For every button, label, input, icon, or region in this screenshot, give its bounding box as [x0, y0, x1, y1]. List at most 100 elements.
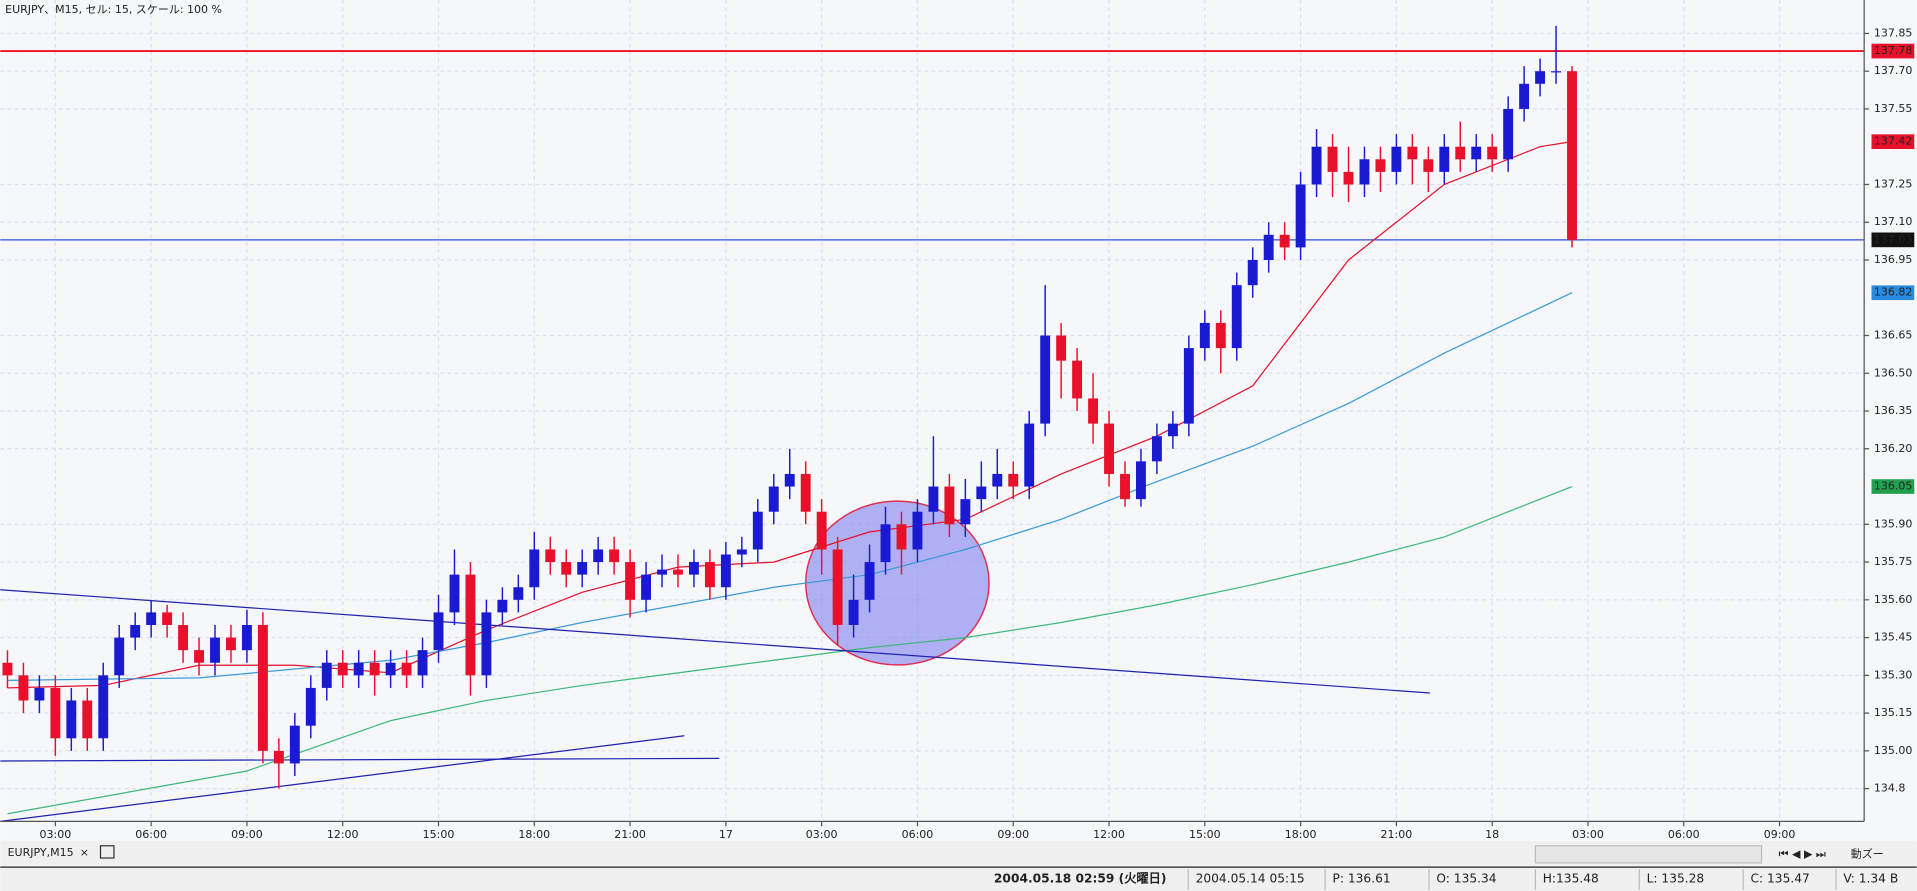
status-item: 2004.05.14 05:15 [1196, 871, 1305, 885]
x-tick-label: 15:00 [423, 828, 455, 841]
x-tick-label: 09:00 [997, 828, 1029, 841]
candle-body [545, 549, 556, 563]
candle-body [82, 700, 93, 739]
candle-body [114, 637, 125, 676]
candle-body [257, 624, 268, 751]
candle-body [1327, 146, 1338, 172]
candle-body [465, 574, 476, 676]
y-tick-label: 135.15 [1874, 706, 1913, 719]
status-item: O: 135.34 [1436, 871, 1496, 885]
x-tick-label: 03:00 [40, 828, 72, 841]
status-item: 2004.05.18 02:59 (火曜日) [994, 871, 1167, 885]
price-label-box [1871, 479, 1915, 494]
candle-body [832, 549, 843, 625]
x-tick-label: 09:00 [231, 828, 263, 841]
candle-body [1551, 71, 1561, 73]
y-tick-label: 135.60 [1874, 593, 1913, 606]
price-label-box [1871, 43, 1915, 59]
candle-body [417, 650, 428, 676]
tab-close[interactable]: × [80, 846, 89, 859]
candle-body [960, 499, 971, 525]
indicator-line [0, 735, 685, 822]
candle-body [800, 473, 811, 512]
status-item: C: 135.47 [1751, 871, 1810, 885]
candle-body [720, 554, 731, 588]
candle-body [1279, 234, 1290, 248]
tab-window-icon[interactable] [99, 845, 115, 859]
y-tick-label: 137.70 [1874, 64, 1913, 77]
candle-body [593, 549, 604, 563]
toolbar-label[interactable]: 動ズー [1851, 846, 1884, 860]
candle-body [1519, 83, 1530, 109]
candle-body [321, 662, 332, 688]
price-label: 137.03 [1874, 233, 1913, 246]
chart-tab[interactable]: EURJPY,M15 [8, 846, 74, 859]
x-tick-label: 12:00 [1093, 828, 1125, 841]
y-tick-label: 136.35 [1874, 404, 1913, 417]
nav-buttons[interactable]: ⏮ ◀ ▶ ⏭ [1779, 847, 1826, 860]
price-label-box [1871, 285, 1915, 301]
y-tick-label: 137.10 [1874, 215, 1913, 228]
axes: 137.85 137.70 137.55 137.25 137.10 136.95 136.… [40, 26, 1915, 841]
candle-body [1088, 398, 1099, 424]
candle-body [433, 612, 444, 651]
x-tick-label: 17 [719, 828, 733, 841]
candle-body [1311, 146, 1322, 185]
status-item: H:135.48 [1543, 871, 1599, 885]
x-tick-label: 03:00 [806, 828, 838, 841]
candle-body [305, 687, 316, 726]
candle-body [273, 750, 284, 764]
candle-body [736, 549, 747, 555]
y-tick-label: 134.8 [1874, 782, 1906, 795]
x-tick-label: 03:00 [1572, 828, 1604, 841]
candle-body [18, 675, 29, 701]
candle-body [1471, 146, 1482, 160]
candle-body [561, 562, 572, 575]
candle-body [641, 574, 652, 600]
candle-body [928, 486, 939, 512]
candle-body [1056, 335, 1067, 361]
indicator-line [0, 589, 1430, 694]
x-tick-label: 21:00 [1381, 828, 1413, 841]
candle-body [976, 486, 987, 500]
price-label-box [1871, 232, 1915, 248]
candle-body [896, 524, 907, 550]
candle-body [992, 473, 1003, 487]
price-label: 136.82 [1874, 286, 1913, 299]
candle-body [34, 687, 45, 701]
candle-body [130, 624, 141, 638]
candle-body [1040, 335, 1051, 424]
y-tick-label: 137.25 [1874, 177, 1913, 190]
candle-body [226, 637, 236, 651]
y-tick-label: 135.45 [1874, 631, 1913, 644]
candle-body [864, 562, 875, 600]
status-item: P: 136.61 [1333, 871, 1391, 885]
candle-body [353, 662, 364, 676]
candle-body [1104, 423, 1114, 474]
candle-body [768, 486, 779, 512]
candle-body [577, 562, 588, 575]
candle-body [1423, 159, 1434, 172]
candle-body [704, 562, 715, 588]
y-tick-label: 137.85 [1874, 26, 1913, 39]
candle-body [289, 725, 300, 764]
y-tick-label: 135.30 [1874, 668, 1913, 681]
scrollbar[interactable] [1534, 845, 1763, 864]
candle-body [784, 473, 795, 487]
candle-body [1183, 348, 1194, 424]
candle-body [369, 662, 380, 676]
price-label: 136.05 [1874, 480, 1913, 493]
x-tick-label: 15:00 [1189, 828, 1221, 841]
candle-body [848, 599, 859, 625]
candle-body [752, 511, 763, 550]
candle-body [1407, 146, 1418, 160]
candle-body [210, 637, 220, 663]
candle-body [178, 624, 189, 651]
indicator-line [0, 757, 720, 762]
candle-body [385, 662, 396, 676]
candle-body [1343, 171, 1354, 185]
candle-body [1072, 360, 1083, 399]
candle-body [1567, 71, 1577, 240]
price-label: 137.78 [1874, 44, 1913, 57]
